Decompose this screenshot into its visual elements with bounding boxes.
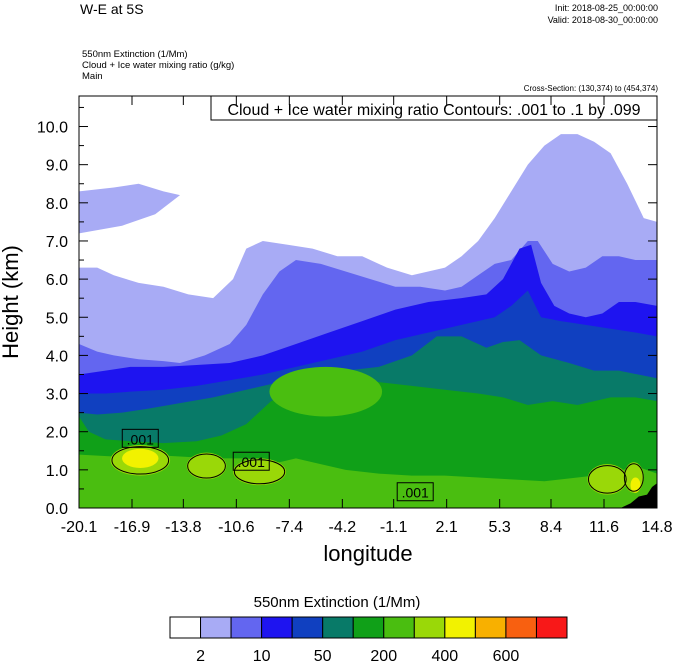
time-info: Init: 2018-08-25_00:00:00 Valid: 2018-08… [548, 2, 658, 26]
x-axis: -20.1 -16.9 -13.8 -10.6 -7.4 -4.2 -1.1 2.1 5.3 8.… [61, 96, 673, 536]
contour-label-box-0 [121, 428, 159, 448]
colorbar-swatch-0 [169, 616, 202, 639]
mixing-ratio-contour-1 [111, 446, 170, 475]
extinction-blob-4 [233, 458, 287, 486]
colorbar-label: 200 [370, 648, 397, 665]
x-tick-label: -1.1 [380, 519, 408, 536]
plot-title: W-E at 5S [80, 1, 144, 17]
x-tick-label: 5.3 [489, 519, 511, 536]
terrain [620, 483, 657, 508]
extinction-blob-5 [587, 464, 628, 495]
y-axis-title: Height (km) [0, 245, 23, 359]
cross-section-label: Cross-Section: (130,374) to (454,374) [523, 84, 658, 93]
contour-info-text: Cloud + Ice water mixing ratio Contours:… [227, 102, 640, 119]
extinction-blob-3 [186, 452, 227, 480]
x-tick-label: -10.6 [218, 519, 255, 536]
variable-list: 550nm Extinction (1/Mm) Cloud + Ice wate… [82, 49, 234, 82]
colorbar-label: 400 [431, 648, 458, 665]
colorbar-swatch-4 [291, 616, 324, 639]
mixing-ratio-contour-5 [623, 463, 644, 492]
x-tick-label: -4.2 [329, 519, 357, 536]
x-tick-label: 8.4 [540, 519, 562, 536]
contour-label-0: .001 [127, 431, 154, 447]
extinction-blob-7 [630, 477, 641, 493]
x-tick-label: -7.4 [276, 519, 304, 536]
y-tick-label: 5.0 [46, 310, 68, 327]
colorbar-swatch-8 [413, 616, 446, 639]
colorbar-swatch-10 [474, 616, 507, 639]
x-tick-label: 2.1 [436, 519, 458, 536]
contour-label-box-2 [396, 482, 434, 502]
colorbar-title: 550nm Extinction (1/Mm) [253, 594, 421, 611]
y-tick-label: 6.0 [46, 272, 68, 289]
colorbar-swatch-6 [352, 616, 385, 639]
colorbar-label: 10 [253, 648, 271, 665]
y-tick-label: 8.0 [46, 196, 68, 213]
y-tick-label: 7.0 [46, 234, 68, 251]
colorbar-swatch-3 [261, 616, 293, 639]
y-tick-label: 1.0 [46, 463, 68, 480]
y-tick-label: 10.0 [37, 120, 68, 137]
y-axis: 0.0 1.0 2.0 3.0 4.0 5.0 6.0 7.0 8.0 9.0 10.0 [37, 106, 657, 518]
y-tick-label: 4.0 [46, 348, 68, 365]
colorbar-label: 600 [493, 648, 520, 665]
mixing-ratio-contour-3 [233, 459, 286, 485]
colorbar-swatch-2 [230, 616, 263, 639]
colorbar: 2 10 50 200 400 600 [169, 616, 568, 665]
contour-label-1: .001 [238, 454, 265, 470]
colorbar-swatch-7 [383, 616, 415, 639]
extinction-band-1 [79, 183, 181, 234]
colorbar-label: 50 [314, 648, 332, 665]
contour-info-box: Cloud + Ice water mixing ratio Contours:… [210, 95, 658, 121]
colorbar-swatch-9 [444, 616, 476, 639]
init-time: Init: 2018-08-25_00:00:00 [554, 3, 658, 13]
extinction-field: .001 .001 .001 [79, 134, 657, 508]
colorbar-swatch-5 [322, 616, 354, 639]
y-tick-label: 3.0 [46, 387, 68, 404]
x-tick-label: -20.1 [61, 519, 98, 536]
x-tick-label: -16.9 [114, 519, 151, 536]
colorbar-label: 2 [196, 648, 205, 665]
x-tick-label: -13.8 [165, 519, 202, 536]
variable-extinction: 550nm Extinction (1/Mm) [82, 49, 188, 60]
y-tick-label: 2.0 [46, 425, 68, 442]
x-tick-label: 11.6 [589, 519, 619, 536]
valid-time: Valid: 2018-08-30_00:00:00 [547, 15, 658, 25]
colorbar-swatch-11 [505, 616, 537, 639]
contour-label-box-1 [232, 451, 270, 471]
extinction-blob-0 [269, 366, 383, 417]
contour-info-box-bg [210, 95, 658, 121]
colorbar-swatch-1 [200, 616, 232, 639]
y-tick-label: 9.0 [46, 158, 68, 175]
x-axis-title: longitude [323, 541, 412, 566]
variable-main: Main [82, 71, 103, 82]
contour-label-2: .001 [402, 485, 429, 501]
mixing-ratio-contour-2 [187, 453, 226, 479]
x-tick-label: 14.8 [641, 519, 672, 536]
extinction-blob-2 [122, 448, 159, 468]
colorbar-swatch-12 [535, 616, 568, 639]
mixing-ratio-contour-4 [587, 465, 627, 494]
variable-mixing-ratio: Cloud + Ice water mixing ratio (g/kg) [82, 60, 235, 71]
y-tick-label: 0.0 [46, 501, 68, 518]
